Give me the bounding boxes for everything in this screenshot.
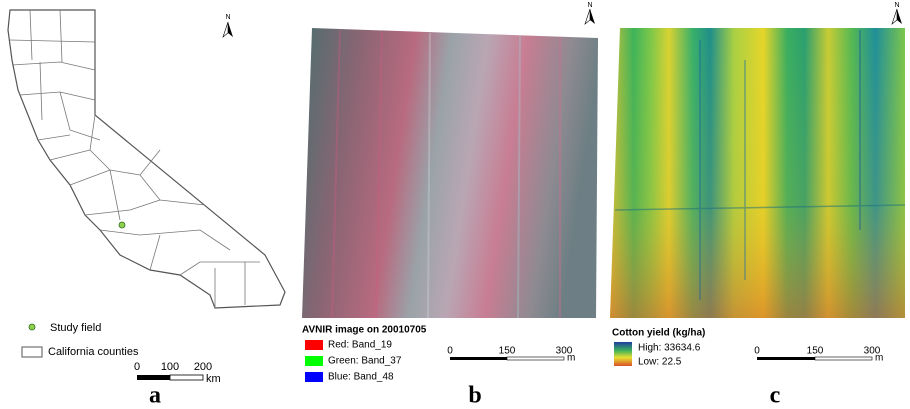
scale-bar <box>137 375 170 380</box>
north-label: N <box>894 2 899 9</box>
legend-label: Low: 22.5 <box>638 357 682 368</box>
legend-label: Study field <box>50 322 101 334</box>
scale-label: 100 <box>161 361 179 373</box>
legend-label: Red: Band_19 <box>328 340 392 351</box>
legend-swatch <box>305 372 323 382</box>
scale-unit: km <box>206 373 221 385</box>
north-arrow <box>584 8 596 25</box>
scale-label: 150 <box>499 346 516 357</box>
north-label: N <box>225 14 230 21</box>
scale-bar <box>506 356 565 361</box>
yield-texture <box>614 30 906 300</box>
scale-label: 150 <box>807 346 824 357</box>
north-label: N <box>587 2 592 9</box>
scale-label: 200 <box>194 361 212 373</box>
panel-b: N AVNIR image on 20010705 Red: Band_19 G… <box>302 2 598 409</box>
legend-title: AVNIR image on 20010705 <box>302 325 427 336</box>
north-arrow <box>891 8 903 25</box>
scale-bar <box>169 374 204 381</box>
panel-c: N Cotton yield (kg/ha) High: 33634.6 Low… <box>610 2 906 409</box>
legend-label: Green: Band_37 <box>328 356 402 367</box>
legend-symbol <box>28 323 36 331</box>
scale-bar <box>814 356 873 361</box>
scale-bar <box>757 357 815 360</box>
california-map <box>7 9 286 309</box>
scale-label: 0 <box>754 346 760 357</box>
legend-title: Cotton yield (kg/ha) <box>612 328 705 339</box>
scale-label: 300 <box>556 346 573 357</box>
yield-map-overlay <box>610 28 905 318</box>
scale-label: 300 <box>864 346 881 357</box>
image-texture <box>331 29 561 319</box>
panel-a: N Study field California counties 0 100 … <box>7 9 286 409</box>
legend-label: High: 33634.6 <box>638 343 701 354</box>
scale-label: 0 <box>134 361 140 373</box>
legend-swatch <box>305 340 323 350</box>
legend-ramp <box>614 342 632 366</box>
study-field-marker <box>118 221 126 229</box>
panel-label: b <box>468 383 481 409</box>
legend-symbol <box>21 346 43 358</box>
scale-label: 0 <box>447 346 453 357</box>
scale-unit: m <box>875 353 883 364</box>
legend-label: Blue: Band_48 <box>328 372 394 383</box>
avnir-image <box>302 28 598 318</box>
panel-label: c <box>770 383 781 409</box>
scale-unit: m <box>567 353 575 364</box>
legend-label: California counties <box>48 346 139 358</box>
scale-bar <box>450 357 507 360</box>
county-lines <box>9 9 260 308</box>
panel-label: a <box>149 383 161 409</box>
legend-swatch <box>305 356 323 366</box>
north-arrow <box>222 21 234 38</box>
